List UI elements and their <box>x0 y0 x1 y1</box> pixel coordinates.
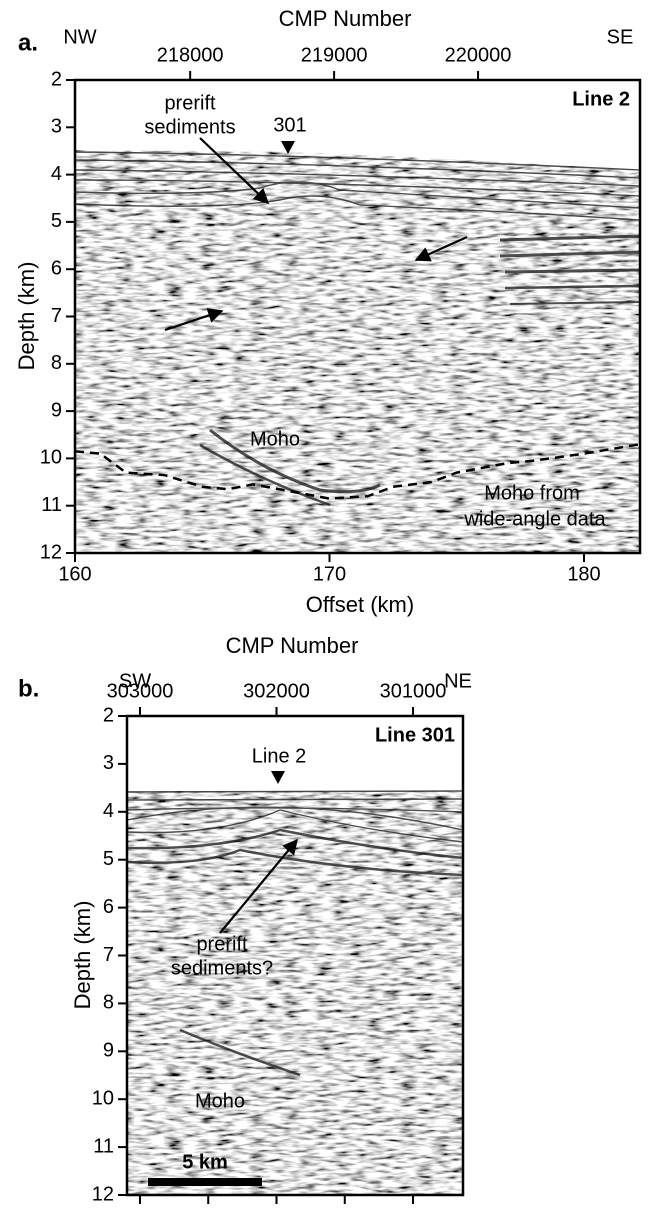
scale-bar <box>148 1178 262 1186</box>
y-tick-label: 11 <box>41 494 62 516</box>
arrows-a <box>164 137 468 332</box>
y-tick-label: 3 <box>103 752 114 774</box>
line-label: Line 2 <box>572 88 630 110</box>
crossing-marker <box>281 141 295 154</box>
y-axis-label: Depth (km) <box>14 262 39 371</box>
y-tick-label: 2 <box>103 704 114 726</box>
y-tick-label: 2 <box>51 68 62 90</box>
y-tick-label: 9 <box>103 1040 114 1062</box>
y-tick-label: 6 <box>51 257 62 279</box>
y-tick-label: 8 <box>51 352 62 374</box>
y-tick-label: 12 <box>92 1183 114 1205</box>
direction-label: NW <box>63 26 96 48</box>
y-tick-label: 6 <box>103 896 114 918</box>
x2-tick-label: 301000 <box>380 680 447 702</box>
x-axis-label: Offset (km) <box>306 592 414 617</box>
x2-tick-label: 218000 <box>157 44 224 66</box>
panel-label: a. <box>18 29 38 56</box>
direction-label: NE <box>444 670 472 692</box>
y-tick-label: 3 <box>51 116 62 138</box>
x-tick-label: 180 <box>567 563 600 585</box>
direction-label: SE <box>607 26 634 48</box>
y-tick-label: 11 <box>93 1135 114 1157</box>
crossing-marker <box>271 771 285 784</box>
y-tick-label: 7 <box>51 305 62 327</box>
line-label: Line 301 <box>375 724 455 746</box>
y-axis-label: Depth (km) <box>70 901 95 1010</box>
y-tick-label: 4 <box>103 800 114 822</box>
x2-axis-label: CMP Number <box>279 6 412 31</box>
annotation-line: prerift <box>196 933 248 955</box>
direction-label: SW <box>119 670 151 692</box>
annotation-line: sediments? <box>171 957 273 979</box>
arrow-b <box>219 838 298 934</box>
y-tick-label: 10 <box>92 1087 114 1109</box>
x2-tick-label: 220000 <box>445 44 512 66</box>
annotation-line: Moho <box>250 428 300 450</box>
y-tick-label: 10 <box>40 447 62 469</box>
y-tick-label: 4 <box>51 163 62 185</box>
annotation-line: Moho <box>195 1090 245 1112</box>
annotation-line: sediments <box>144 116 235 138</box>
x2-tick-label: 302000 <box>243 680 310 702</box>
y-tick-label: 7 <box>103 944 114 966</box>
panel-label: b. <box>18 675 39 702</box>
y-tick-label: 9 <box>51 399 62 421</box>
seismic-image-a <box>75 80 640 553</box>
x-tick-label: 160 <box>58 563 91 585</box>
annotation-line: wide-angle data <box>463 508 606 530</box>
moho-line <box>74 442 641 500</box>
seismic-image-b <box>127 716 463 1195</box>
y-tick-label: 5 <box>103 848 114 870</box>
scale-bar-label: 5 km <box>182 1151 228 1173</box>
annotation: prerift sediments <box>144 92 235 138</box>
annotation-line: Moho from <box>484 482 580 504</box>
x2-tick-label: 303000 <box>107 680 174 702</box>
x2-tick-label: 219000 <box>301 44 368 66</box>
y-tick-label: 8 <box>103 992 114 1014</box>
y-tick-label: 5 <box>51 210 62 232</box>
annotation-line: prerift <box>164 92 216 114</box>
x2-axis-label: CMP Number <box>226 633 359 658</box>
y-tick-label: 12 <box>40 541 62 563</box>
x-tick-label: 170 <box>313 563 346 585</box>
crossing-label: 301 <box>273 114 306 136</box>
crossing-label: Line 2 <box>252 745 307 767</box>
